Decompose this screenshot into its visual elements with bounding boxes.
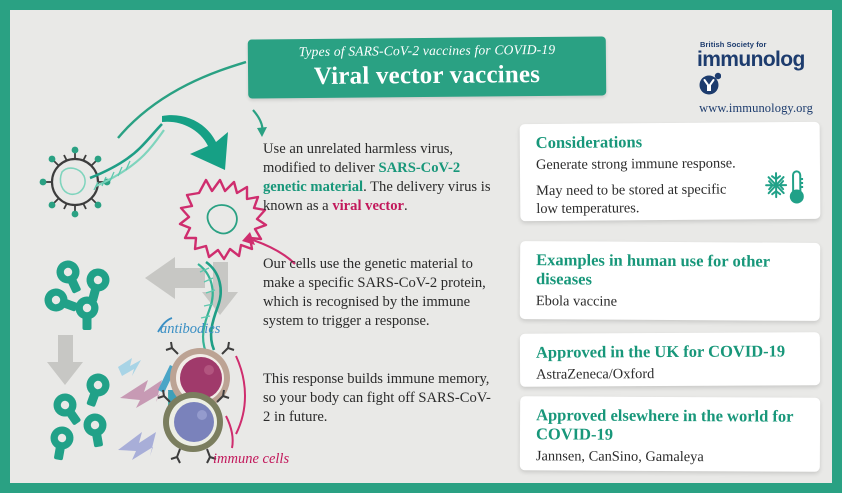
pink-pointer-curve (252, 238, 296, 265)
paragraph-1-highlight-pink: viral vector (332, 198, 405, 214)
paragraph-1-highlight-teal: SARS-CoV-2 genetic material (263, 160, 461, 195)
signal-arrow-mauve (120, 380, 162, 408)
card-approved-world-title: Approved elsewhere in the world for COVI… (535, 405, 794, 444)
teal-sweep-curve-left (117, 60, 247, 139)
label-antibodies: antibodies (160, 321, 221, 337)
vaccine-mechanism-diagram (39, 60, 296, 464)
logo-wordmark-text: immunolog (697, 48, 805, 71)
signal-arrow-periwinkle (118, 432, 156, 460)
signal-arrow-lightblue (118, 358, 141, 376)
header-subtitle: Types of SARS-CoV-2 vaccines for COVID-1… (298, 41, 556, 60)
viral-vector-particle (178, 178, 268, 261)
paragraph-1: Use an unrelated harmless virus, modifie… (263, 140, 495, 216)
teal-hook-arrow-head (257, 127, 267, 137)
card-considerations[interactable]: Considerations Generate strong immune re… (519, 121, 821, 222)
immune-cell-blue (157, 389, 230, 464)
card-considerations-line-2: May need to be stored at specific low te… (536, 181, 727, 218)
immune-cells-pink-bracket (225, 355, 246, 449)
genetic-material-rna-strand-top (89, 123, 165, 191)
card-examples-other-diseases[interactable]: Examples in human use for other diseases… (519, 241, 821, 321)
card-approved-world[interactable]: Approved elsewhere in the world for COVI… (519, 396, 821, 472)
antibodies-label-hook (157, 317, 173, 333)
paragraph-1-part2: . The delivery virus is known as a (263, 179, 491, 214)
paragraph-1-part3: . (404, 198, 408, 214)
card-considerations-title: Considerations (535, 132, 643, 153)
pink-pointer-arrowhead (242, 232, 255, 245)
logo-strapline: British Society for (700, 40, 767, 49)
paragraph-2: Our cells use the genetic material to ma… (263, 256, 486, 329)
grey-arrow-left (145, 257, 205, 299)
card-approved-uk-line-1: AstraZeneca/Oxford (536, 366, 655, 383)
logo-wordmark: immunolog (697, 48, 826, 95)
spike-protein-cluster-lower (50, 373, 110, 461)
teal-curved-arrow (162, 115, 228, 170)
page-title: Viral vector vaccines (313, 61, 541, 90)
snowflake-thermometer-icon (764, 168, 804, 211)
card-approved-uk-title: Approved in the UK for COVID-19 (535, 341, 786, 362)
antibody-y-logo-icon (697, 71, 722, 95)
label-immune-cells: immune cells (213, 451, 290, 467)
card-examples-title: Examples in human use for other diseases (535, 250, 770, 289)
card-examples-line-1: Ebola vaccine (535, 293, 618, 310)
poster-inner: Types of SARS-CoV-2 vaccines for COVID-1… (10, 10, 832, 483)
logo-url[interactable]: www.immunology.org (699, 101, 813, 115)
immune-cell-maroon (165, 341, 235, 421)
paragraph-1-part1: Use an unrelated harmless virus, modifie… (263, 141, 454, 176)
card-approved-uk[interactable]: Approved in the UK for COVID-19 AstraZen… (519, 332, 821, 387)
grey-arrow-down-2 (47, 335, 83, 385)
sars-cov-2-virus-particle (39, 146, 111, 218)
bsi-logo[interactable]: British Society for immunolog www.immuno… (686, 40, 826, 116)
card-approved-world-line-1: Jannsen, CanSino, Gamaleya (535, 448, 704, 466)
genetic-material-rna-strand-middle (197, 260, 222, 353)
paragraph-3: This response builds immune memory, so y… (263, 371, 491, 425)
spike-protein-cluster-upper (44, 260, 110, 330)
